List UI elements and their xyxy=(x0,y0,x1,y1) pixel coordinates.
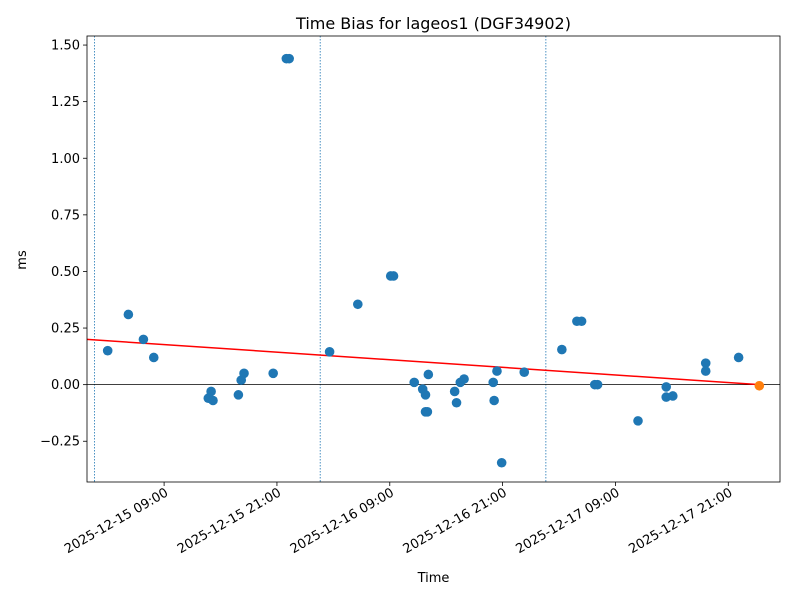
data-point xyxy=(633,416,643,426)
data-point xyxy=(233,390,244,400)
data-point xyxy=(668,391,678,401)
data-point xyxy=(451,397,462,408)
data-point xyxy=(324,347,335,357)
data-point xyxy=(489,395,499,406)
data-point xyxy=(488,377,499,388)
latest-data-point xyxy=(754,380,765,391)
data-point xyxy=(148,352,159,363)
data-point xyxy=(557,344,567,355)
data-point xyxy=(496,457,507,468)
data-point xyxy=(268,368,278,379)
data-point xyxy=(206,386,216,397)
y-tick-label: 0.50 xyxy=(51,265,80,280)
data-point xyxy=(459,374,469,384)
data-point xyxy=(661,382,672,392)
data-point xyxy=(422,407,433,417)
y-tick-label: 1.00 xyxy=(51,152,80,167)
trend-line xyxy=(86,338,760,386)
data-point xyxy=(592,379,603,390)
data-point xyxy=(700,358,711,368)
y-tick-label: 0.00 xyxy=(51,378,80,393)
y-tick-label: 1.25 xyxy=(51,95,80,110)
data-point xyxy=(449,386,460,397)
y-axis-title: ms xyxy=(15,250,30,270)
data-point xyxy=(102,345,113,356)
data-point xyxy=(284,53,294,64)
data-point xyxy=(123,309,134,320)
y-tick-label: −0.25 xyxy=(40,435,80,450)
data-point xyxy=(388,271,399,281)
data-point xyxy=(353,299,363,310)
y-tick-label: 1.50 xyxy=(51,39,80,54)
data-point xyxy=(409,377,420,388)
data-point xyxy=(239,368,249,379)
axes-frame xyxy=(86,35,781,483)
x-axis-title: Time xyxy=(417,571,450,586)
data-point xyxy=(492,366,502,376)
data-point xyxy=(423,369,434,380)
data-point xyxy=(700,366,711,376)
data-point xyxy=(733,352,744,363)
data-point xyxy=(519,367,530,377)
data-point xyxy=(208,395,218,406)
y-tick-label: 0.25 xyxy=(51,322,80,337)
data-point xyxy=(138,334,149,345)
y-tick-label: 0.75 xyxy=(51,208,80,223)
chart-title: Time Bias for lageos1 (DGF34902) xyxy=(295,14,571,33)
data-point xyxy=(576,316,587,327)
data-point xyxy=(420,390,431,400)
